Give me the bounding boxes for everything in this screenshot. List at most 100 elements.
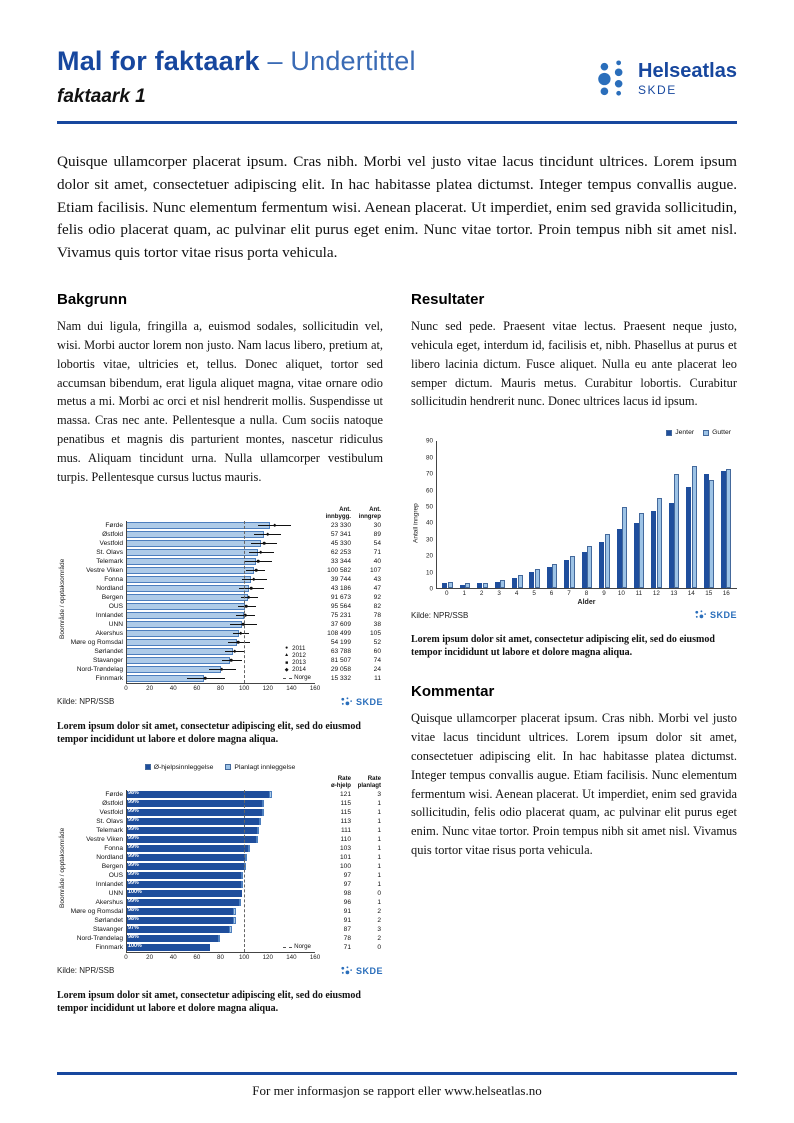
skde-logo: SKDE <box>340 696 383 708</box>
value-rate-planlagt: 1 <box>377 835 381 843</box>
bar-planlagt <box>239 898 242 906</box>
point-marker <box>257 559 260 563</box>
bar-gutter <box>482 583 488 589</box>
norge-reference-line <box>244 789 246 952</box>
bar-planlagt <box>240 871 243 879</box>
bar <box>126 638 238 646</box>
value-rate-planlagt: 2 <box>377 916 381 924</box>
row-label: Fonna <box>104 844 123 852</box>
bar-ohjelp: 99% <box>126 799 262 807</box>
bar <box>126 539 261 547</box>
point-marker <box>239 631 242 635</box>
x-tick-label: 12 <box>652 590 660 598</box>
row-label: Bergen <box>101 593 123 601</box>
chart-row: Vestfold 45 330 54 <box>68 539 383 548</box>
x-tick-label: 8 <box>584 590 589 598</box>
legend-label: Planlagt innleggelse <box>234 763 296 771</box>
bar-track <box>126 539 315 548</box>
bar-ohjelp: 99% <box>126 808 262 816</box>
x-tick-label: 140 <box>286 953 297 961</box>
chart2-x-axis-label: Alder <box>577 599 596 607</box>
bar-gutter <box>604 534 610 589</box>
value-rate-planlagt: 1 <box>377 871 381 879</box>
row-label: UNN <box>108 889 123 897</box>
chart3-legend: Ø-hjelpsinnleggelse Planlagt innleggelse <box>57 764 383 771</box>
bar-track <box>126 530 315 539</box>
value-rate-planlagt: 0 <box>377 889 381 897</box>
chart-row: Møre og Romsdal 54 199 52 <box>68 638 383 647</box>
row-label: Førde <box>105 790 123 798</box>
title-main: Mal for faktaark <box>57 46 260 76</box>
legend-item: ● 2011 <box>283 645 311 653</box>
chart3-x-axis: 0 20 40 60 80 100 120 140 160 <box>68 951 383 962</box>
bar-planlagt <box>228 925 233 933</box>
value-rate-planlagt: 1 <box>377 862 381 870</box>
x-tick-label: 4 <box>514 590 519 598</box>
column-header: Rate ø-hjelp <box>331 774 351 789</box>
chart-row: OUS 95 564 82 <box>68 602 383 611</box>
value-inngrep: 38 <box>373 620 381 628</box>
bar-gutter <box>587 545 593 589</box>
chart2-x-axis: 0 1 2 3 4 5 6 7 8 9 10 11 12 13 14 15 16 <box>436 589 737 597</box>
bar <box>126 521 271 529</box>
legend-label: Norge <box>294 942 311 950</box>
chart-row: Telemark 33 344 40 <box>68 557 383 566</box>
legend-item: Ø-hjelpsinnleggelse <box>144 764 213 771</box>
bar-gutter <box>656 498 662 589</box>
helseatlas-dots-icon <box>598 60 623 96</box>
bar-track <box>126 620 315 629</box>
value-innbygg: 91 673 <box>330 593 351 601</box>
x-tick-label: 160 <box>309 953 321 961</box>
point-marker <box>244 613 247 617</box>
bar-group <box>578 441 595 589</box>
two-column-layout: Bakgrunn Nam dui ligula, fringilla a, eu… <box>57 291 737 1015</box>
value-rate-planlagt: 1 <box>377 799 381 807</box>
bar-ohjelp: 99% <box>126 835 256 843</box>
x-tick-label: 120 <box>262 684 273 692</box>
logo-name: Helseatlas <box>638 60 737 83</box>
chart-row: Førde 98% 121 3 <box>68 790 383 799</box>
heading-resultater: Resultater <box>411 290 485 308</box>
y-tick-label: 80 <box>425 454 433 462</box>
chart1-source: Kilde: NPR/SSB <box>57 697 115 707</box>
bar-jenter <box>564 560 570 589</box>
bar-ohjelp: 99% <box>126 844 248 852</box>
point-marker <box>249 586 253 590</box>
value-innbygg: 57 341 <box>330 530 351 538</box>
value-rate-planlagt: 1 <box>377 880 381 888</box>
x-tick-label: 60 <box>193 953 201 961</box>
bar-track <box>126 557 315 566</box>
bar-ohjelp: 97% <box>126 925 229 933</box>
chart-row: Akershus 108 499 105 <box>68 629 383 638</box>
row-label: Innlandet <box>95 611 123 619</box>
bar-percent-label: 99% <box>128 826 139 833</box>
value-innbygg: 108 499 <box>327 629 351 637</box>
chart1-y-axis-label: Boområde / opptaksområde <box>59 558 66 639</box>
bar-group <box>718 441 735 589</box>
value-rate-ohjelp: 97 <box>343 871 351 879</box>
value-rate-planlagt: 0 <box>377 943 381 951</box>
bar-percent-label: 98% <box>128 916 139 923</box>
value-rate-ohjelp: 91 <box>343 916 351 924</box>
bar <box>126 629 240 637</box>
legend-label: Gutter <box>712 429 731 437</box>
value-inngrep: 78 <box>373 611 381 619</box>
row-label: Akershus <box>95 898 124 906</box>
bar-jenter <box>581 552 587 589</box>
bar-planlagt <box>218 934 221 942</box>
x-tick-label: 9 <box>602 590 606 598</box>
bar-group <box>474 441 491 589</box>
bar-percent-label: 99% <box>128 871 139 878</box>
chart1-plot-area: Førde 23 330 30 Østfold 57 341 89 Vestfold 45 3… <box>68 520 383 683</box>
point-marker <box>254 568 258 572</box>
point-marker <box>236 640 240 644</box>
skde-dots-icon <box>341 965 352 974</box>
bar-planlagt <box>257 826 260 834</box>
chart3-y-axis-label: Boområde / opptaksområde <box>59 827 66 908</box>
chart-row: Innlandet 75 231 78 <box>68 611 383 620</box>
x-tick-label: 7 <box>567 590 571 598</box>
bar-track <box>126 629 315 638</box>
x-tick-label: 3 <box>497 590 501 598</box>
value-rate-ohjelp: 71 <box>343 943 351 951</box>
y-tick-label: 90 <box>425 437 433 445</box>
